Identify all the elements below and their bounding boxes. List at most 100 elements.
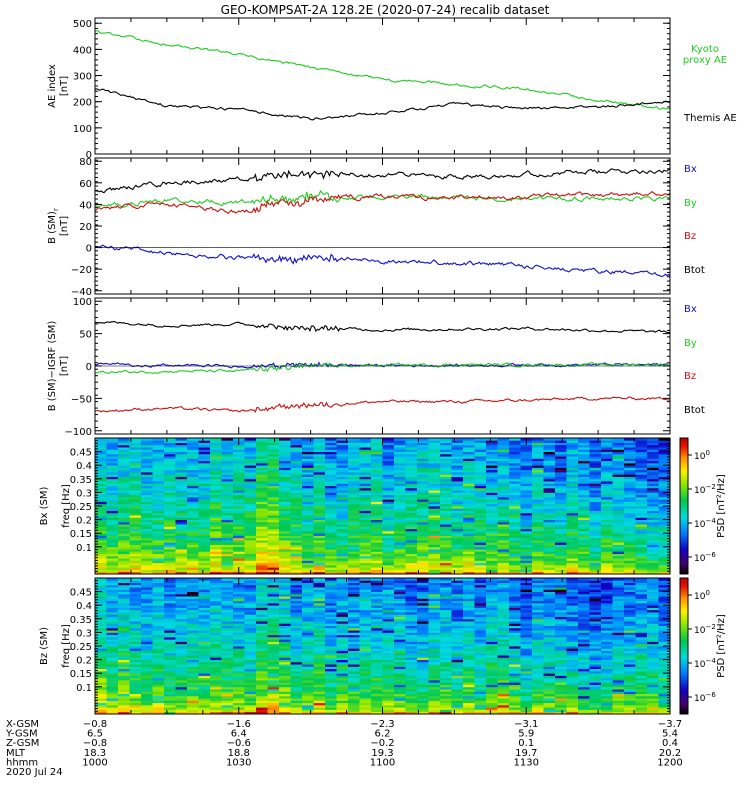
spectrogram-cell (244, 657, 257, 660)
spectrogram-cell (129, 524, 142, 527)
spectrogram-cell (497, 524, 510, 527)
spectrogram-cell (612, 569, 625, 573)
spectrogram-cell (601, 555, 614, 559)
spectrogram-cell (106, 510, 119, 514)
spectrogram-cell (543, 560, 556, 564)
spectrogram-cell (658, 501, 671, 505)
spectrogram-cell (279, 451, 292, 455)
spectrogram-cell (290, 650, 303, 654)
spectrogram-cell (95, 698, 108, 701)
spectrogram-cell (118, 494, 131, 498)
spectrogram-cell (624, 438, 637, 441)
spectrogram-cell (532, 515, 545, 518)
spectrogram-cell (175, 650, 188, 654)
spectrogram-cell (118, 540, 131, 543)
spectrogram-cell (187, 530, 200, 534)
spectrogram-cell (233, 607, 246, 611)
spectrogram-cell (187, 618, 200, 622)
spectrogram-cell (394, 562, 407, 566)
spectrogram-cell (95, 602, 108, 606)
spectrogram-cell (371, 481, 384, 484)
spectrogram-cell (187, 639, 200, 642)
spectrogram-cell (95, 462, 108, 466)
spectrogram-cell (95, 591, 108, 595)
spectrogram-cell (555, 456, 568, 459)
spectrogram-cell (141, 483, 154, 486)
spectrogram-cell (486, 467, 499, 471)
spectrogram-cell (417, 487, 430, 491)
spectrogram-cell (348, 512, 361, 516)
spectrogram-cell (302, 515, 315, 518)
spectrogram-cell (152, 682, 165, 685)
spectrogram-cell (336, 648, 349, 651)
spectrogram-cell (210, 528, 223, 532)
spectrogram-cell (175, 465, 188, 468)
spectrogram-cell (164, 600, 177, 604)
spectrogram-cell (118, 519, 131, 523)
spectrogram-cell (348, 704, 361, 708)
spectrogram-cell (405, 528, 418, 532)
spectrogram-cell (267, 510, 280, 514)
spectrogram-cell (589, 451, 602, 455)
spectrogram-cell (267, 558, 280, 561)
spectrogram-cell (118, 625, 131, 629)
spectrogram-cell (520, 524, 533, 527)
spectrogram-cell (187, 467, 200, 471)
spectrogram-cell (290, 641, 303, 645)
spectrogram-cell (175, 607, 188, 611)
spectrogram-cell (106, 600, 119, 604)
spectrogram-cell (221, 551, 234, 554)
spectrogram-cell (612, 506, 625, 509)
colorbar-swatch (680, 542, 688, 546)
spectrogram-cell (290, 612, 303, 615)
spectrogram-cell (244, 695, 257, 699)
spectrogram-cell (647, 492, 660, 496)
spectrogram-cell (152, 680, 165, 683)
spectrogram-cell (141, 458, 154, 462)
spectrogram-cell (382, 567, 395, 570)
spectrogram-cell (290, 707, 303, 710)
spectrogram-cell (589, 481, 602, 484)
y-axis-label-line: [nT] (59, 216, 70, 236)
spectrogram-cell (555, 517, 568, 520)
spectrogram-cell (624, 460, 637, 464)
spectrogram-cell (279, 655, 292, 658)
spectrogram-cell (509, 564, 522, 568)
spectrogram-cell (417, 537, 430, 541)
spectrogram-cell (244, 467, 257, 471)
spectrogram-cell (336, 625, 349, 629)
spectrogram-cell (187, 503, 200, 507)
spectrogram-cell (233, 499, 246, 502)
spectrogram-cell (129, 555, 142, 559)
spectrogram-cell (313, 646, 326, 649)
spectrogram-cell (164, 540, 177, 543)
spectrogram-cell (256, 634, 269, 638)
spectrogram-cell (325, 537, 338, 541)
spectrogram-cell (612, 449, 625, 452)
spectrogram-cell (106, 625, 119, 629)
spectrogram-cell (141, 510, 154, 514)
spectrogram-cell (175, 627, 188, 631)
spectrogram-cell (371, 451, 384, 455)
spectrogram-cell (290, 657, 303, 660)
spectrogram-cell (106, 503, 119, 507)
spectrogram-cell (256, 501, 269, 505)
spectrogram-cell (336, 666, 349, 670)
spectrogram-cell (532, 567, 545, 570)
spectrogram-cell (532, 551, 545, 554)
spectrogram-cell (520, 558, 533, 561)
spectrogram-cell (106, 506, 119, 509)
spectrogram-cell (578, 485, 591, 489)
spectrogram-cell (279, 490, 292, 493)
y-tick-label: −100 (65, 427, 92, 438)
spectrogram-cell (578, 549, 591, 552)
spectrogram-cell (394, 517, 407, 520)
spectrogram-cell (336, 564, 349, 568)
spectrogram-cell (302, 587, 315, 590)
spectrogram-cell (417, 521, 430, 525)
spectrogram-cell (612, 558, 625, 561)
spectrogram-cell (256, 616, 269, 620)
spectrogram-cell (279, 623, 292, 626)
spectrogram-cell (601, 462, 614, 466)
spectrogram-cell (210, 623, 223, 626)
